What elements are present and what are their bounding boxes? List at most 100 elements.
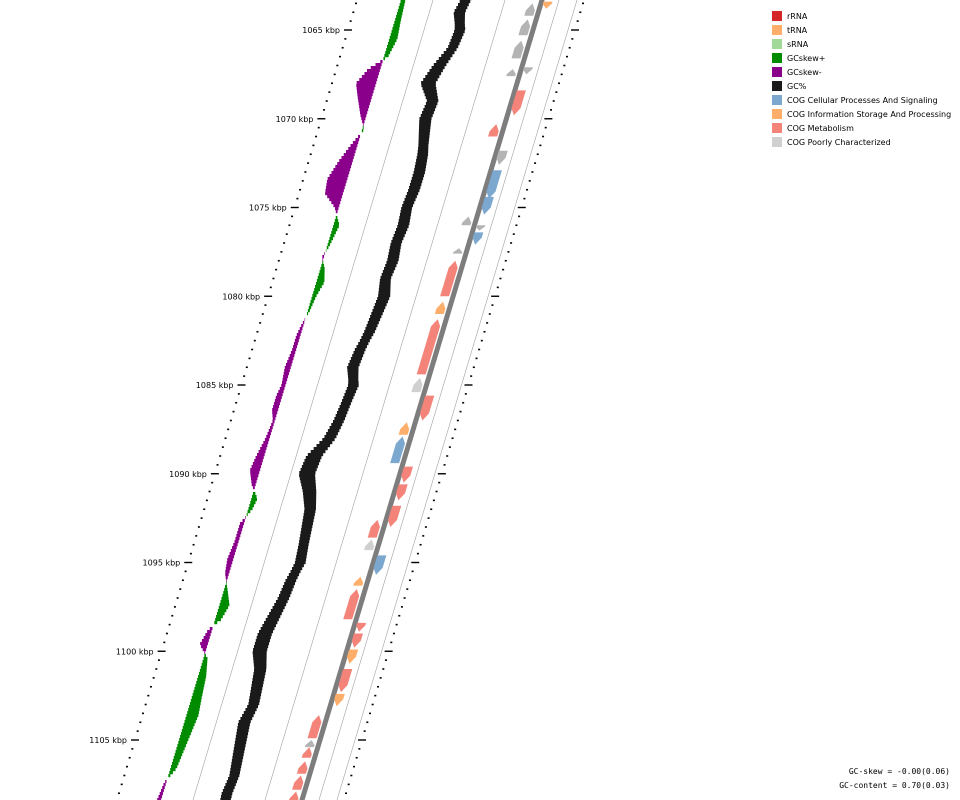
gc-skew-negative-bar xyxy=(358,99,371,103)
gc-skew-negative-bar xyxy=(272,420,275,424)
gc-content-bar xyxy=(256,636,271,640)
gc-skew-positive-bar xyxy=(179,738,189,742)
gc-content-bar xyxy=(414,165,427,169)
gc-skew-negative-bar xyxy=(250,468,261,472)
gc-skew-positive-bar xyxy=(203,657,208,661)
gc-content-bar xyxy=(396,228,408,232)
gc-content-bar xyxy=(252,675,265,679)
gc-skew-negative-bar xyxy=(251,483,256,487)
gc-skew-negative-bar xyxy=(239,522,244,526)
gc-content-bar xyxy=(299,477,316,481)
gc-skew-positive-bar xyxy=(187,711,199,715)
gc-skew-positive-bar xyxy=(307,309,310,313)
gc-skew-positive-bar xyxy=(387,42,395,46)
gc-content-bar xyxy=(409,186,421,190)
gc-content-bar xyxy=(456,6,468,10)
gc-content-bar xyxy=(264,621,278,625)
gc-skew-positive-bar xyxy=(180,732,191,736)
gc-content-bar xyxy=(303,498,317,502)
gene-track xyxy=(289,1,553,800)
gc-skew-negative-bar xyxy=(370,66,381,70)
gc-skew-negative-bar xyxy=(358,135,361,139)
gc-content-bar xyxy=(402,204,413,208)
gc-skew-negative-bar xyxy=(159,792,163,796)
gc-content-bar xyxy=(453,12,465,16)
gc-content-bar xyxy=(398,219,410,223)
gc-content-bar xyxy=(252,654,267,658)
gc-skew-positive-bar xyxy=(193,690,203,694)
gc-content-bar xyxy=(260,627,275,631)
gc-content-bar xyxy=(378,294,391,298)
gc-content-bar xyxy=(255,639,270,643)
gc-content-bar xyxy=(365,327,377,331)
gene-arrow-metab xyxy=(343,589,360,620)
gc-skew-positive-bar xyxy=(328,240,332,244)
gc-content-bar xyxy=(418,144,429,148)
gc-content-bar xyxy=(233,750,245,754)
gc-skew-negative-bar xyxy=(252,462,262,466)
legend-swatch xyxy=(772,123,782,133)
gc-skew-negative-bar xyxy=(264,438,270,442)
gc-content-bar xyxy=(294,561,306,565)
gene-arrow-metab xyxy=(356,622,367,632)
gc-skew-negative-bar xyxy=(237,531,242,535)
stats-box: GC-skew = -0.00(0.06) GC-content = 0.70(… xyxy=(839,765,950,793)
gc-content-bar xyxy=(413,171,425,175)
gc-content-bar xyxy=(352,354,364,358)
gene-arrow-info xyxy=(353,576,364,586)
gc-skew-negative-bar xyxy=(326,180,347,184)
gc-content-bar xyxy=(305,456,322,460)
gc-skew-positive-bar xyxy=(201,663,208,667)
legend-swatch xyxy=(772,25,782,35)
legend-swatch xyxy=(772,109,782,119)
gene-arrow-unknown xyxy=(506,69,516,77)
gc-content-bar xyxy=(235,735,248,739)
gc-content-bar xyxy=(229,771,240,775)
gene-arrow-cellular xyxy=(373,555,387,575)
gc-content-bar xyxy=(342,399,353,403)
gc-skew-negative-bar xyxy=(238,528,243,532)
guide-line-gene-edge xyxy=(336,0,578,800)
gc-skew-positive-bar xyxy=(170,768,176,772)
gc-content-bar xyxy=(417,153,429,157)
gc-skew-positive-bar xyxy=(326,246,329,250)
gc-content-bar xyxy=(287,576,298,580)
gc-content-bar xyxy=(299,474,316,478)
position-label: 1080 kbp xyxy=(222,292,260,301)
gc-content-bar xyxy=(397,225,409,229)
position-ticks: 1065 kbp 1070 kbp 1075 kbp 1080 kbp 1085 kbp… xyxy=(89,2,584,795)
position-label: 1075 kbp xyxy=(249,204,287,213)
gc-skew-positive-bar xyxy=(387,45,394,49)
gc-skew-negative-bar xyxy=(357,90,374,94)
gc-skew-positive-bar xyxy=(333,225,339,229)
legend-item: GC% xyxy=(772,79,957,93)
gene-arrow-unknown xyxy=(475,225,486,231)
gene-arrow-unknown xyxy=(496,150,508,165)
gc-skew-positive-bar xyxy=(223,591,228,595)
gc-content-bar xyxy=(377,297,390,301)
position-label: 1070 kbp xyxy=(276,115,314,124)
gc-content-bar xyxy=(301,525,313,529)
gc-skew-negative-bar xyxy=(293,342,298,346)
gc-skew-positive-bar xyxy=(325,249,327,253)
gc-content-bar xyxy=(424,93,438,97)
gc-content-bar xyxy=(326,432,338,436)
gc-skew-negative-bar xyxy=(281,381,287,385)
gc-skew-positive-bar xyxy=(385,51,391,55)
gc-skew-negative-bar xyxy=(284,369,290,373)
gc-skew-negative-bar xyxy=(356,87,375,91)
gc-content-bar xyxy=(426,99,439,103)
gc-content-bar xyxy=(299,471,316,475)
gc-content-bar xyxy=(242,714,254,718)
gc-content-bar xyxy=(362,333,374,337)
gc-skew-stat: GC-skew = -0.00(0.06) xyxy=(848,767,950,776)
gc-skew-positive-bar xyxy=(395,18,402,22)
gc-skew-negative-bar xyxy=(357,96,372,100)
gene-arrow-unknown xyxy=(518,19,531,36)
gc-skew-negative-bar xyxy=(348,147,357,151)
gc-content-bar xyxy=(254,666,267,670)
gc-skew-negative-bar xyxy=(250,471,260,475)
gc-content-bar xyxy=(293,564,304,568)
gc-skew-positive-bar xyxy=(252,495,257,499)
gc-content-bar xyxy=(419,123,431,127)
